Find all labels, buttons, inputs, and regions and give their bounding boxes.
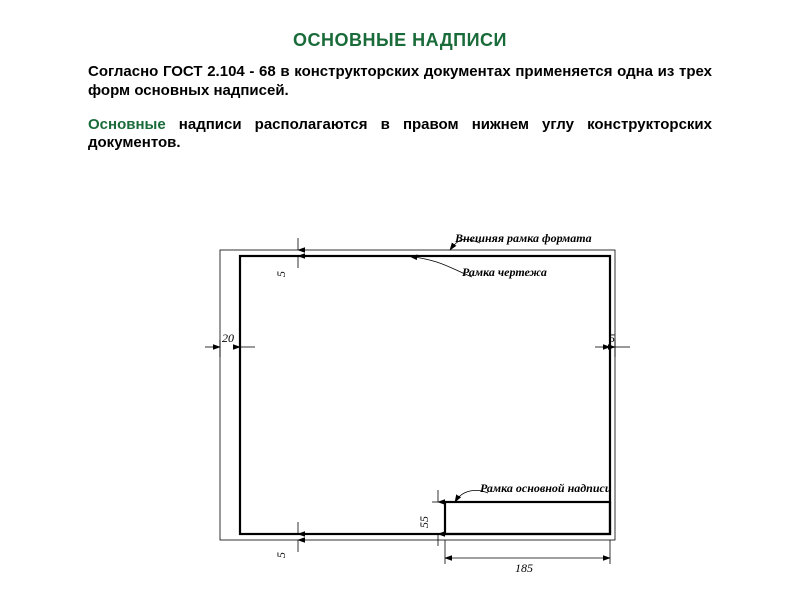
callout-outer-label: Внешняя рамка формата xyxy=(454,232,592,245)
dim-bottom-label: 5 xyxy=(274,552,288,558)
title-block xyxy=(445,502,610,534)
dim-right-label: 5 xyxy=(609,331,615,345)
paragraph-2: Основные надписи располагаются в правом … xyxy=(88,116,712,154)
dim-left-margin: 20 xyxy=(205,331,255,357)
callout-outer-frame: Внешняя рамка формата xyxy=(450,232,592,250)
outer-frame xyxy=(220,250,615,540)
dim-tb-height: 55 xyxy=(417,490,448,546)
frame-diagram: Внешняя рамка формата Рамка чертежа Рамк… xyxy=(150,232,650,592)
dim-tb-height-label: 55 xyxy=(417,516,431,528)
dim-top-margin: 5 xyxy=(274,238,298,277)
dim-right-margin: 5 xyxy=(595,331,630,357)
dim-tb-width-label: 185 xyxy=(515,561,533,575)
dim-top-label: 5 xyxy=(274,271,288,277)
title-text: ОСНОВНЫЕ НАДПИСИ xyxy=(293,30,507,50)
callout-inner-frame: Рамка чертежа xyxy=(410,257,547,280)
para2-rest: надписи располагаются в правом нижнем уг… xyxy=(88,116,712,152)
callout-title-block: Рамка основной надписи xyxy=(455,481,612,502)
diagram-container: Внешняя рамка формата Рамка чертежа Рамк… xyxy=(0,232,800,592)
dim-left-label: 20 xyxy=(222,331,234,345)
dim-tb-width: 185 xyxy=(445,540,610,575)
callout-inner-label: Рамка чертежа xyxy=(462,265,547,279)
para2-keyword: Основные xyxy=(88,116,166,133)
paragraph-1: Согласно ГОСТ 2.104 - 68 в конструкторск… xyxy=(88,63,712,101)
callout-tb-label: Рамка основной надписи xyxy=(480,481,612,495)
page-title: ОСНОВНЫЕ НАДПИСИ xyxy=(88,30,712,51)
